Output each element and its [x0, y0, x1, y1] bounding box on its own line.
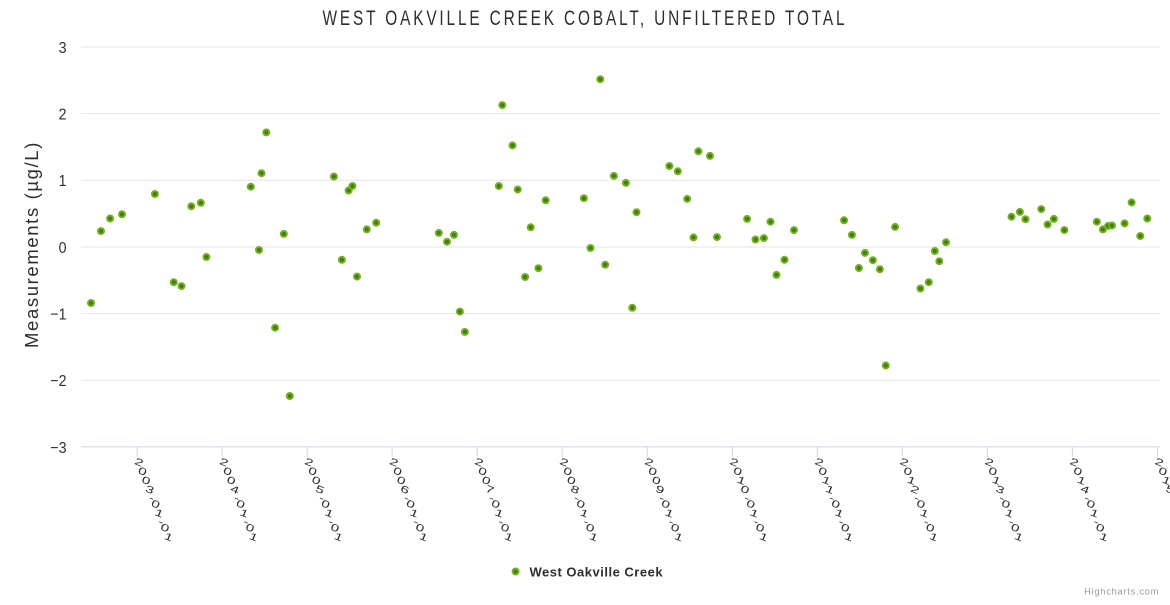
svg-text:0: 0 [59, 239, 67, 257]
svg-text:−3: −3 [50, 439, 66, 457]
svg-text:−2: −2 [50, 372, 66, 390]
svg-text:Measurements (µg/L): Measurements (µg/L) [21, 141, 42, 348]
svg-text:Highcharts.com: Highcharts.com [1084, 586, 1159, 596]
svg-text:WEST OAKVILLE CREEK COBALT, UN: WEST OAKVILLE CREEK COBALT, UNFILTERED T… [323, 6, 848, 30]
svg-text:1: 1 [59, 172, 67, 190]
svg-text:West Oakville Creek: West Oakville Creek [530, 564, 664, 579]
svg-text:3: 3 [59, 39, 67, 57]
svg-text:2: 2 [59, 106, 67, 124]
svg-text:−1: −1 [50, 306, 66, 324]
